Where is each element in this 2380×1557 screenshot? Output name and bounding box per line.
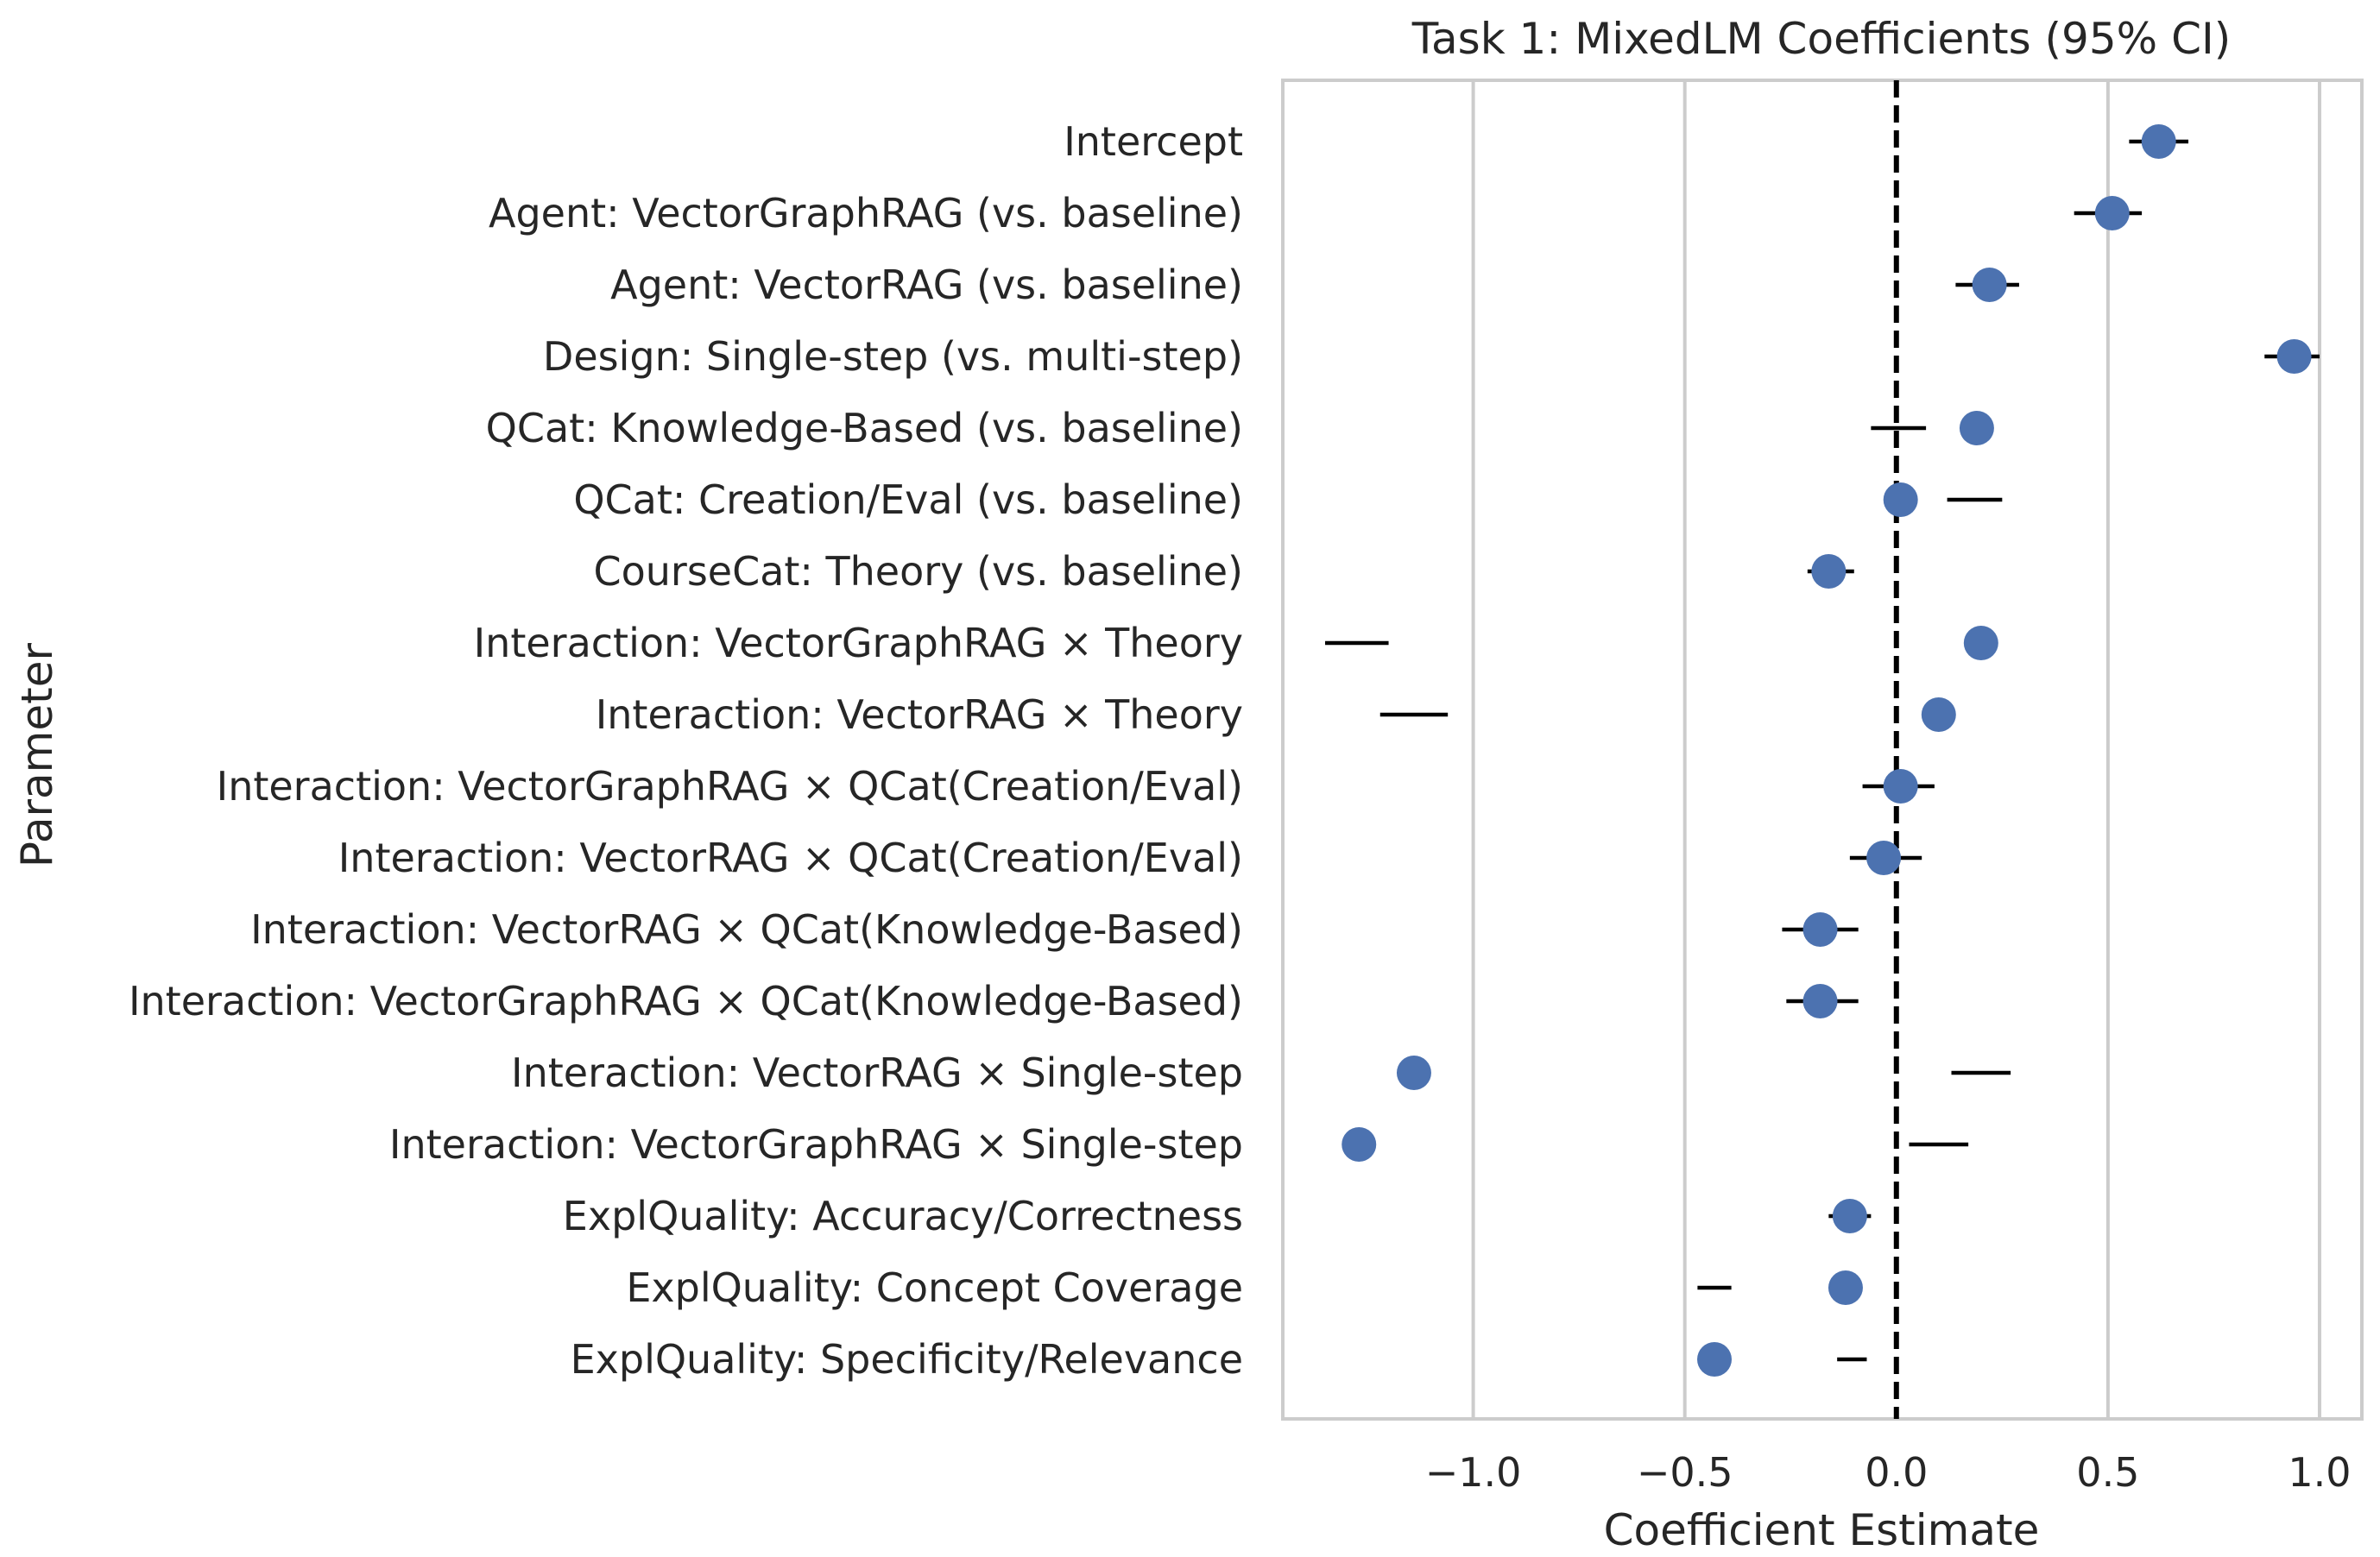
y-tick-label: Agent: VectorRAG (vs. baseline)	[610, 262, 1243, 308]
y-tick-label: Interaction: VectorGraphRAG × Theory	[474, 620, 1243, 666]
coefficient-point	[1963, 626, 1998, 660]
y-tick-label: Design: Single-step (vs. multi-step)	[543, 333, 1243, 380]
coefficient-point	[1883, 769, 1918, 804]
coefficient-point	[1832, 1199, 1867, 1233]
x-axis-label: Coefficient Estimate	[1604, 1505, 2040, 1555]
y-tick-label: Agent: VectorGraphRAG (vs. baseline)	[489, 190, 1243, 236]
x-tick-label: −1.0	[1425, 1449, 1522, 1496]
coefficient-point	[1828, 1270, 1863, 1305]
y-tick-label: ExplQuality: Accuracy/Correctness	[563, 1193, 1243, 1239]
x-tick-labels: −1.0 −0.5 0.0 0.5 1.0	[1425, 1449, 2352, 1496]
y-tick-label: Interaction: VectorGraphRAG × QCat(Creat…	[217, 763, 1243, 810]
y-tick-label: QCat: Knowledge-Based (vs. baseline)	[486, 405, 1243, 451]
coefficient-point	[2094, 196, 2130, 230]
y-tick-label: Interaction: VectorRAG × QCat(Creation/E…	[338, 835, 1243, 881]
grid-layer	[1471, 80, 2321, 1419]
coefficient-point	[1972, 268, 2007, 302]
coefficient-point	[2141, 124, 2176, 159]
coefficient-point	[2276, 339, 2312, 374]
x-tick-label: 0.0	[1865, 1449, 1928, 1496]
y-tick-label: Interaction: VectorRAG × Single-step	[511, 1050, 1243, 1096]
y-tick-label: Interaction: VectorRAG × QCat(Knowledge-…	[250, 906, 1243, 953]
y-axis-label: Parameter	[12, 642, 62, 867]
y-tick-label: ExplQuality: Specificity/Relevance	[571, 1336, 1243, 1383]
point-layer	[1342, 124, 2312, 1377]
coefficient-point	[1883, 482, 1918, 517]
y-tick-label: Intercept	[1064, 118, 1243, 165]
coefficient-point	[1921, 697, 1956, 732]
coefficient-point	[1802, 912, 1838, 947]
y-tick-label: Interaction: VectorGraphRAG × QCat(Knowl…	[129, 978, 1243, 1024]
coefficient-point	[1342, 1127, 1377, 1162]
y-tick-label: ExplQuality: Concept Coverage	[626, 1264, 1243, 1311]
x-tick-label: −0.5	[1637, 1449, 1733, 1496]
chart-title: Task 1: MixedLM Coefficients (95% CI)	[1411, 14, 2232, 64]
x-tick-label: 1.0	[2288, 1449, 2351, 1496]
coefficient-point	[1959, 411, 1994, 445]
y-tick-label: QCat: Creation/Eval (vs. baseline)	[573, 476, 1243, 523]
y-tick-label: Interaction: VectorGraphRAG × Single-ste…	[389, 1121, 1243, 1168]
coefficient-point	[1396, 1056, 1431, 1090]
coefficient-point	[1811, 554, 1847, 589]
plot-frame	[1281, 79, 2364, 1421]
coefficient-point	[1802, 984, 1838, 1018]
coefficient-point	[1866, 841, 1902, 875]
y-tick-label: CourseCat: Theory (vs. baseline)	[593, 548, 1243, 595]
y-tick-label: Interaction: VectorRAG × Theory	[596, 691, 1243, 738]
y-tick-labels: Intercept Agent: VectorGraphRAG (vs. base…	[129, 118, 1243, 1383]
x-tick-label: 0.5	[2076, 1449, 2139, 1496]
coefficient-point	[1697, 1342, 1732, 1377]
